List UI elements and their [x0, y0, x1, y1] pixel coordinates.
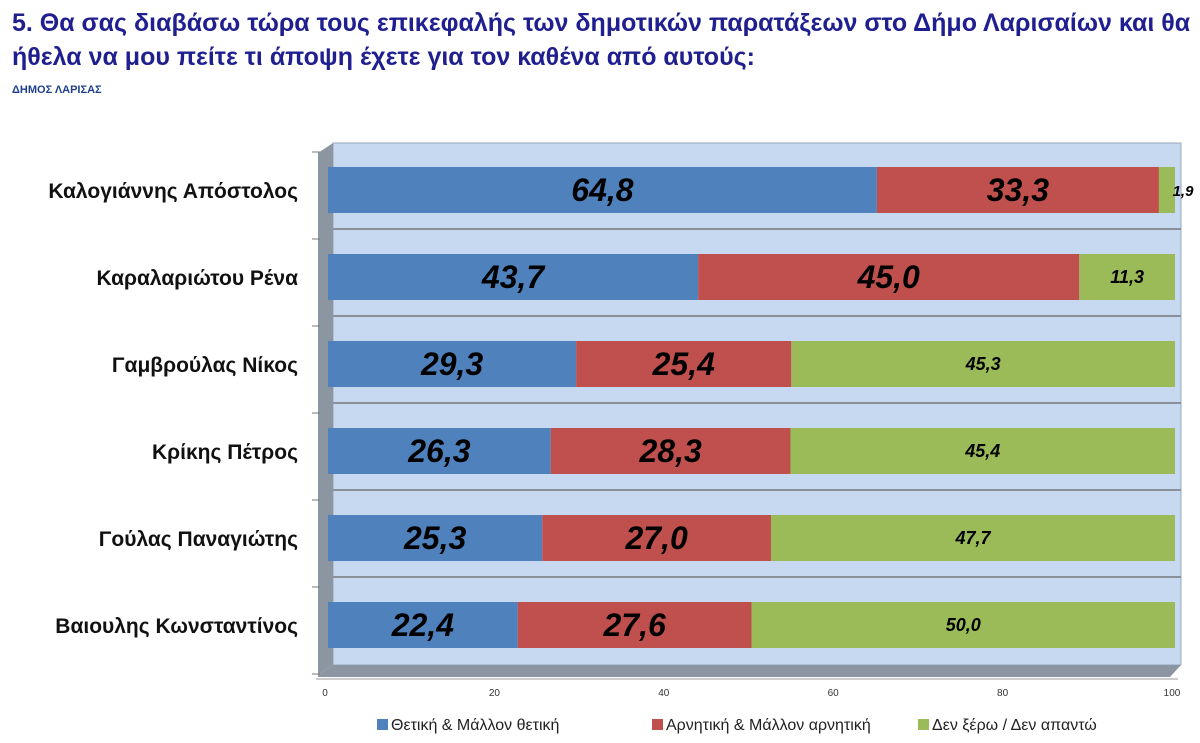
legend-label: Αρνητική & Μάλλον αρνητική [666, 717, 871, 734]
bar-segment [328, 515, 543, 561]
category-label: Γαμβρούλας Νίκος [112, 354, 298, 377]
data-label: 45,4 [964, 441, 1000, 461]
x-tick-label: 0 [322, 688, 328, 699]
plot-floor [318, 665, 1181, 677]
bar-segment [328, 167, 877, 213]
chart-subtitle: ΔΗΜΟΣ ΛΑΡΙΣΑΣ [12, 84, 102, 96]
legend-label: Θετική & Μάλλον θετική [391, 717, 559, 734]
bar-segment [876, 167, 1159, 213]
legend-swatch [377, 719, 388, 730]
data-label: 25,4 [652, 346, 715, 382]
x-tick-label: 100 [1164, 688, 1181, 699]
data-label: 22,4 [391, 607, 454, 643]
category-label: Βαιουλης Κωνσταντίνος [55, 615, 298, 638]
plot-side-wall [318, 143, 333, 675]
data-label: 27,6 [602, 607, 665, 643]
data-label: 1,9 [1173, 183, 1195, 200]
bar-segment [1079, 254, 1175, 300]
category-label: Καλογιάννης Απόστολος [48, 180, 298, 203]
data-label: 28,3 [638, 433, 701, 469]
bar-segment [576, 341, 792, 387]
data-label: 33,3 [987, 172, 1049, 208]
bar-segment [328, 428, 551, 474]
x-tick-label: 80 [997, 688, 1009, 699]
bar-segment [790, 428, 1175, 474]
bar-segment [770, 515, 1175, 561]
data-label: 43,7 [481, 259, 546, 295]
legend-label: Δεν ξέρω / Δεν απαντώ [932, 717, 1097, 734]
data-label: 27,0 [624, 520, 687, 556]
data-label: 25,3 [403, 520, 466, 556]
x-tick-label: 20 [489, 688, 501, 699]
bar-segment [328, 254, 699, 300]
bar-segment [328, 602, 518, 648]
data-label: 29,3 [420, 346, 483, 382]
bar-segment [328, 341, 577, 387]
category-label: Κρίκης Πέτρος [152, 441, 298, 464]
bar-segment [1158, 167, 1175, 213]
data-label: 47,7 [954, 528, 991, 548]
x-tick-label: 40 [658, 688, 670, 699]
bar-segment [698, 254, 1080, 300]
bar-segment [791, 341, 1175, 387]
x-tick-label: 60 [828, 688, 840, 699]
data-label: 26,3 [407, 433, 470, 469]
data-label: 11,3 [1110, 267, 1144, 287]
bar-segment [751, 602, 1175, 648]
category-label: Καραλαριώτου Ρένα [96, 267, 298, 290]
chart-title: 5. Θα σας διαβάσω τώρα τους επικεφαλής τ… [12, 9, 1191, 71]
data-label: 45,0 [857, 259, 920, 295]
bar-segment [517, 602, 752, 648]
legend-swatch [918, 719, 929, 730]
legend-swatch [652, 719, 663, 730]
category-label: Γούλας Παναγιώτης [99, 528, 298, 551]
bar-segment [550, 428, 791, 474]
data-label: 45,3 [965, 354, 1001, 374]
data-label: 50,0 [946, 615, 981, 635]
bar-segment [542, 515, 771, 561]
data-label: 64,8 [571, 172, 633, 208]
